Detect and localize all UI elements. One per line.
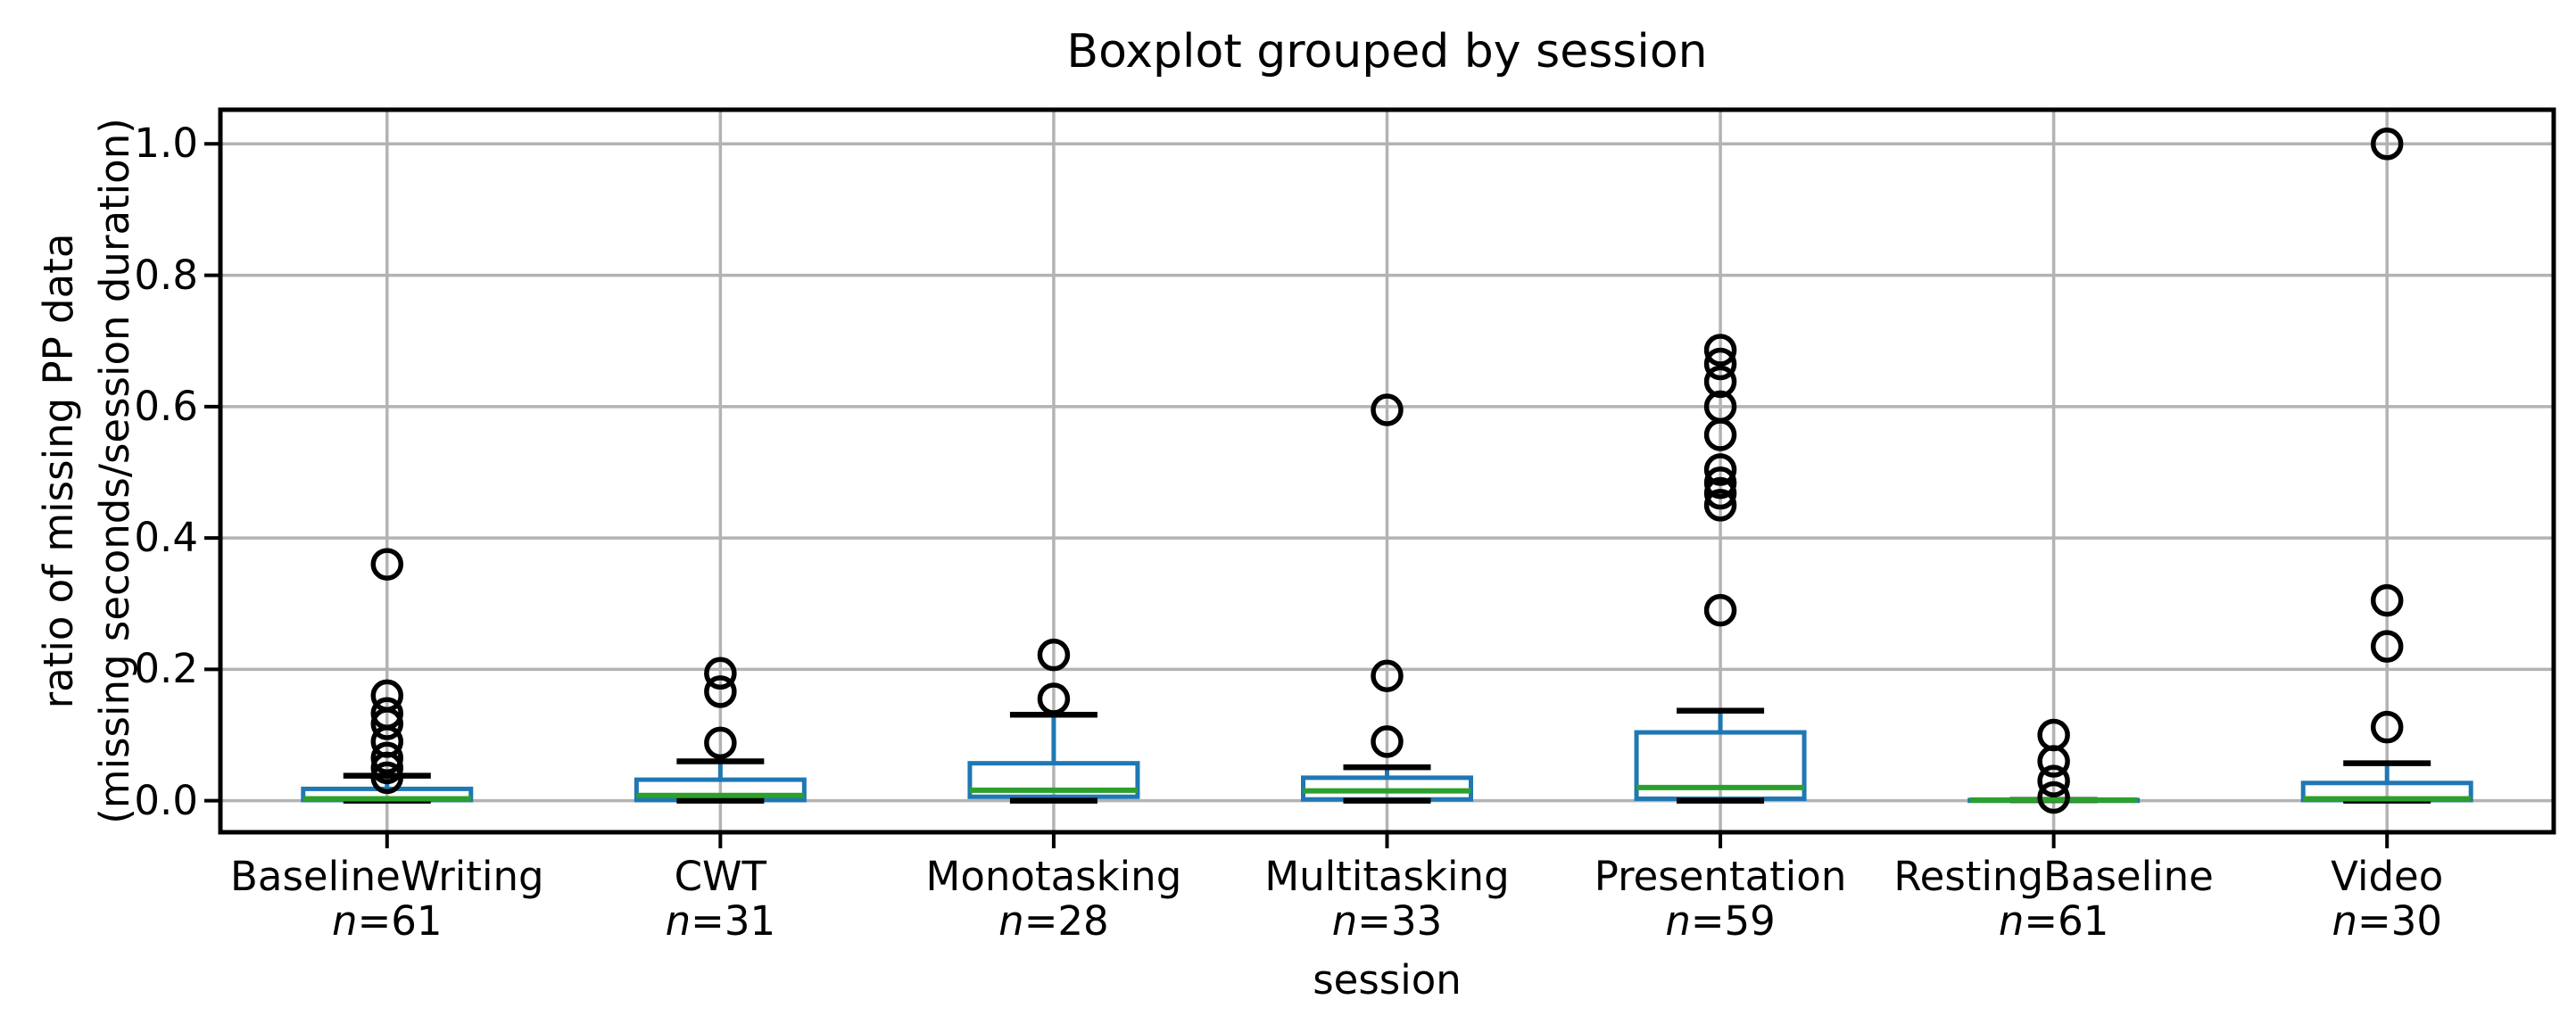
- category-count: n=31: [665, 897, 776, 945]
- outlier-point: [1703, 467, 1737, 500]
- x-tick-label: RestingBaseline n=61: [1887, 855, 2221, 944]
- outlier-point: [1703, 453, 1737, 486]
- y-tick-label: 1.0: [134, 120, 198, 168]
- outlier-point: [1703, 489, 1737, 522]
- outlier-point: [2037, 764, 2070, 797]
- n-symbol: n: [1998, 897, 2025, 945]
- outlier-point: [1371, 725, 1404, 758]
- outlier-point: [1703, 593, 1737, 627]
- outlier-point: [370, 741, 404, 775]
- y-axis-label-line1: ratio of missing PP data: [35, 233, 82, 709]
- y-axis-label-line2: (missing seconds/session duration): [91, 118, 138, 824]
- outlier-point: [1703, 418, 1737, 451]
- outlier-point: [370, 751, 404, 785]
- n-symbol: n: [665, 897, 692, 945]
- category-count: n=59: [1665, 897, 1776, 945]
- outlier-point: [1703, 476, 1737, 510]
- outlier-point: [2037, 781, 2070, 814]
- n-symbol: n: [332, 897, 358, 945]
- outlier-point: [370, 707, 404, 740]
- category-count: n=28: [998, 897, 1109, 945]
- x-tick-label: Presentation n=59: [1553, 855, 1887, 944]
- n-symbol: n: [2332, 897, 2357, 945]
- x-tick-label: Monotasking n=28: [887, 855, 1221, 944]
- category-name: Video: [2331, 853, 2444, 900]
- outlier-point: [1371, 393, 1404, 426]
- outlier-point: [1037, 682, 1071, 715]
- outlier-point: [2370, 583, 2404, 617]
- outlier-point: [704, 675, 737, 708]
- category-name: RestingBaseline: [1893, 853, 2214, 900]
- n-symbol: n: [1665, 897, 1691, 945]
- category-count: n=61: [1998, 897, 2109, 945]
- category-count: n=61: [332, 897, 443, 945]
- outlier-point: [2037, 745, 2070, 778]
- y-tick-label: 0.0: [134, 776, 198, 824]
- y-tick-label: 0.6: [134, 382, 198, 430]
- n-symbol: n: [998, 897, 1024, 945]
- outlier-point: [1703, 347, 1737, 381]
- x-tick-label: CWT n=31: [554, 855, 888, 944]
- y-tick-label: 0.8: [134, 251, 198, 299]
- category-name: Monotasking: [925, 853, 1182, 900]
- outlier-point: [2370, 710, 2404, 744]
- category-count: n=33: [1331, 897, 1443, 945]
- outlier-point: [1703, 365, 1737, 399]
- n-symbol: n: [1331, 897, 1358, 945]
- y-tick-label: 0.2: [134, 645, 198, 693]
- outlier-point: [704, 657, 737, 690]
- y-tick-label: 0.4: [134, 514, 198, 562]
- x-axis-label: session: [1313, 956, 1462, 1004]
- outlier-point: [704, 726, 737, 760]
- outlier-point: [2370, 128, 2404, 161]
- chart-title: Boxplot grouped by session: [1066, 25, 1708, 78]
- x-tick-label: Multitasking n=33: [1221, 855, 1554, 944]
- outlier-point: [1037, 638, 1071, 672]
- outlier-point: [1371, 659, 1404, 692]
- category-name: Presentation: [1594, 853, 1847, 900]
- category-name: Multitasking: [1264, 853, 1510, 900]
- x-tick-label: BaselineWriting n=61: [220, 855, 554, 944]
- category-name: BaselineWriting: [230, 853, 544, 900]
- outlier-point: [370, 548, 404, 581]
- x-tick-label: Video n=30: [2220, 855, 2554, 944]
- outlier-point: [370, 761, 404, 795]
- category-name: CWT: [674, 853, 767, 900]
- outlier-point: [1703, 334, 1737, 367]
- category-count: n=30: [2332, 897, 2442, 945]
- outlier-point: [2370, 630, 2404, 663]
